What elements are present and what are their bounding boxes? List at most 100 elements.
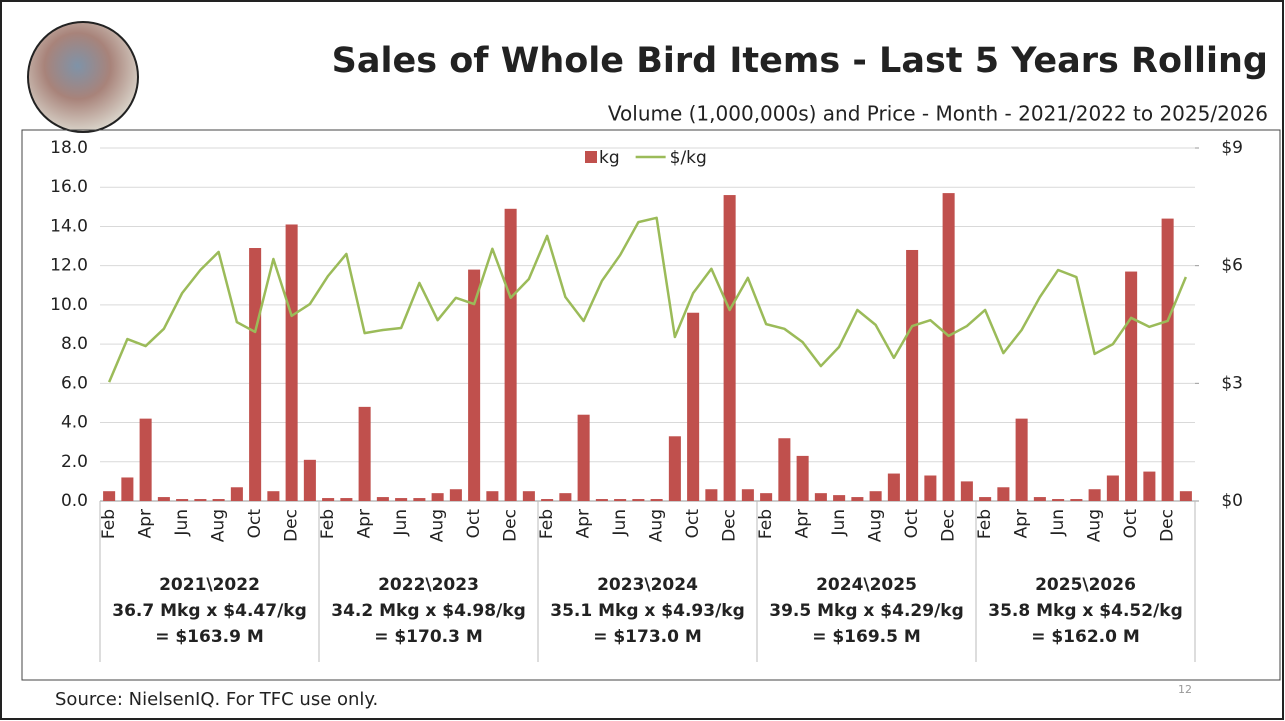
bar: [157, 497, 170, 501]
source: Source: NielsenIQ. For TFC use only.: [55, 689, 378, 710]
x-tick-label: Dec: [720, 509, 740, 542]
group-label: 2023\2024: [597, 575, 698, 595]
x-tick-label: Feb: [756, 509, 776, 539]
bar: [778, 438, 791, 501]
x-tick-label: Feb: [975, 509, 995, 539]
chart-frame: [21, 129, 1281, 681]
bar: [230, 487, 243, 501]
bar: [1106, 475, 1119, 501]
bar: [413, 498, 426, 501]
bar: [906, 249, 919, 501]
bar: [486, 491, 499, 501]
y2-tick-label: $6: [1221, 256, 1243, 276]
bar: [267, 491, 280, 501]
bar: [1179, 491, 1192, 501]
group-label: 2025\2026: [1035, 575, 1136, 595]
bar: [1070, 499, 1083, 501]
y-tick-label: 8.0: [61, 334, 88, 354]
bar: [103, 491, 116, 501]
x-tick-label: Oct: [683, 509, 703, 539]
bar: [303, 459, 316, 501]
bar: [632, 499, 645, 501]
chart-title: Sales of Whole Bird Items - Last 5 Years…: [332, 41, 1268, 81]
bar: [851, 497, 864, 501]
bar: [1015, 418, 1028, 501]
bar: [595, 499, 608, 501]
bar: [997, 487, 1010, 501]
x-tick-label: Oct: [902, 509, 922, 539]
x-tick-label: Jun: [829, 509, 849, 537]
group-label: = $173.0 M: [593, 627, 702, 647]
bar: [741, 489, 754, 501]
bar: [139, 418, 152, 501]
photo: [27, 21, 139, 133]
legend-label: $/kg: [670, 148, 707, 168]
x-tick-label: Apr: [574, 509, 594, 538]
x-tick-label: Dec: [282, 509, 302, 542]
bar: [395, 498, 408, 501]
y2-tick-label: $0: [1221, 491, 1243, 511]
bar: [1161, 218, 1174, 501]
x-tick-label: Oct: [1121, 509, 1141, 539]
bar: [796, 455, 809, 501]
bar: [541, 499, 554, 501]
bar: [212, 499, 225, 501]
group-label: 35.8 Mkg x $4.52/kg: [988, 601, 1183, 621]
bar: [924, 475, 937, 501]
y-tick-label: 18.0: [50, 138, 88, 158]
bar: [1052, 499, 1065, 501]
bar: [705, 489, 718, 501]
x-tick-label: Jun: [172, 509, 192, 537]
group-label: 39.5 Mkg x $4.29/kg: [769, 601, 964, 621]
x-tick-label: Aug: [1085, 509, 1105, 542]
group-label: = $170.3 M: [374, 627, 483, 647]
group-label: 2022\2023: [378, 575, 479, 595]
x-tick-label: Aug: [647, 509, 667, 542]
bar: [504, 208, 517, 502]
group-label: 2021\2022: [159, 575, 260, 595]
bar: [942, 193, 955, 501]
page-number: 12: [1178, 683, 1192, 696]
bar: [285, 224, 298, 501]
x-tick-label: Feb: [99, 509, 119, 539]
y-tick-label: 14.0: [50, 216, 88, 236]
bar: [194, 499, 207, 501]
x-tick-label: Feb: [318, 509, 338, 539]
line: [107, 216, 1188, 383]
legend-swatch: [585, 151, 597, 163]
bar: [960, 481, 973, 501]
y-tick-label: 2.0: [61, 452, 88, 472]
bar: [559, 493, 572, 501]
bar: [1125, 271, 1138, 501]
x-tick-label: Dec: [1158, 509, 1178, 542]
x-tick-label: Aug: [209, 509, 229, 542]
bar: [650, 499, 663, 501]
x-tick-label: Oct: [464, 509, 484, 539]
y-tick-label: 6.0: [61, 373, 88, 393]
bar: [468, 269, 481, 501]
group-label: = $162.0 M: [1031, 627, 1140, 647]
x-tick-label: Jun: [1048, 509, 1068, 537]
bar: [979, 497, 992, 501]
group-label: = $163.9 M: [155, 627, 264, 647]
x-tick-label: Jun: [610, 509, 630, 537]
x-tick-label: Dec: [501, 509, 521, 542]
bar: [1143, 471, 1156, 501]
bar: [176, 499, 189, 501]
x-tick-label: Aug: [866, 509, 886, 542]
bar: [249, 248, 262, 501]
bar: [322, 498, 335, 501]
bar: [723, 195, 736, 502]
bar: [869, 491, 882, 501]
group-label: = $169.5 M: [812, 627, 921, 647]
bar: [121, 477, 134, 501]
bar: [431, 493, 444, 501]
x-tick-label: Jun: [391, 509, 411, 537]
y-tick-label: 4.0: [61, 413, 88, 433]
x-tick-label: Apr: [1012, 509, 1032, 538]
x-tick-label: Oct: [245, 509, 265, 539]
bar: [1088, 489, 1101, 501]
bar: [814, 493, 827, 501]
